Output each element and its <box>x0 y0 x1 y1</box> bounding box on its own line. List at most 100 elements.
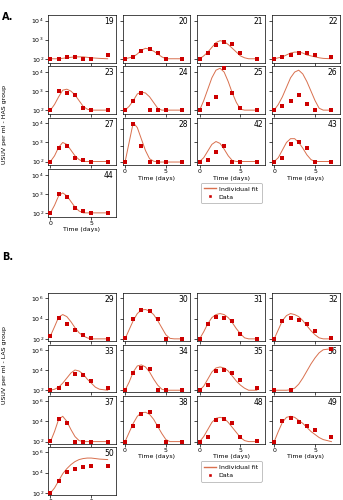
Point <box>254 384 260 392</box>
Point <box>296 49 301 57</box>
Point <box>288 96 293 104</box>
Point <box>139 142 144 150</box>
Point <box>64 320 70 328</box>
Text: 23: 23 <box>104 68 114 78</box>
Point <box>72 91 78 99</box>
Text: 43: 43 <box>328 120 338 128</box>
Point <box>130 369 136 377</box>
X-axis label: Time (days): Time (days) <box>287 454 324 459</box>
Point <box>147 306 152 314</box>
Point <box>271 438 277 446</box>
Point <box>72 154 78 162</box>
Point <box>48 158 53 166</box>
Point <box>280 154 285 162</box>
Point <box>139 89 144 97</box>
Point <box>88 462 94 469</box>
Point <box>205 381 211 389</box>
Point <box>254 158 260 166</box>
Point <box>205 100 211 108</box>
Point <box>147 106 152 114</box>
Point <box>48 332 53 340</box>
X-axis label: Time (days): Time (days) <box>138 176 175 181</box>
Text: 25: 25 <box>253 68 263 78</box>
Point <box>80 104 86 112</box>
Point <box>271 335 277 343</box>
Point <box>288 51 293 59</box>
Point <box>197 158 202 166</box>
Point <box>271 55 277 63</box>
Point <box>80 331 86 339</box>
Point <box>304 144 310 152</box>
Point <box>205 320 211 328</box>
Point <box>238 49 243 57</box>
Point <box>213 416 219 424</box>
Point <box>221 64 227 72</box>
Point <box>254 55 260 63</box>
Point <box>105 462 110 469</box>
Point <box>288 314 293 322</box>
Point <box>329 158 334 166</box>
Point <box>329 344 334 352</box>
Text: 49: 49 <box>328 398 338 407</box>
Point <box>312 327 318 335</box>
Point <box>163 438 169 446</box>
Point <box>229 369 235 377</box>
Point <box>163 106 169 114</box>
Point <box>304 422 310 430</box>
Text: 26: 26 <box>328 68 338 78</box>
Point <box>56 314 61 322</box>
Point <box>80 438 86 446</box>
Point <box>179 106 185 114</box>
Text: 20: 20 <box>179 17 188 26</box>
Point <box>213 312 219 320</box>
Point <box>72 464 78 472</box>
Point <box>155 386 161 394</box>
X-axis label: Time (days): Time (days) <box>287 176 324 181</box>
Point <box>280 102 285 110</box>
Point <box>221 416 227 424</box>
Text: 29: 29 <box>104 295 114 304</box>
Point <box>312 426 318 434</box>
Point <box>155 158 161 166</box>
X-axis label: Time (days): Time (days) <box>213 454 250 459</box>
Point <box>88 334 94 342</box>
Text: 19: 19 <box>104 17 114 26</box>
Point <box>130 422 136 430</box>
Point <box>64 192 70 200</box>
Point <box>72 438 78 446</box>
X-axis label: Time (days): Time (days) <box>63 227 100 232</box>
Point <box>197 386 202 394</box>
Point <box>179 158 185 166</box>
Text: 36: 36 <box>328 346 338 356</box>
Point <box>197 335 202 343</box>
Point <box>139 364 144 372</box>
Point <box>221 366 227 374</box>
Point <box>280 316 285 324</box>
Point <box>80 207 86 215</box>
Point <box>130 96 136 104</box>
Point <box>197 55 202 63</box>
Point <box>254 106 260 114</box>
Point <box>205 156 211 164</box>
Point <box>88 209 94 217</box>
Point <box>56 384 61 392</box>
Text: 44: 44 <box>104 171 114 180</box>
Point <box>105 51 110 59</box>
Point <box>329 53 334 61</box>
Point <box>254 335 260 343</box>
Point <box>197 106 202 114</box>
Point <box>88 438 94 446</box>
Point <box>139 47 144 55</box>
Point <box>296 91 301 99</box>
Point <box>288 414 293 422</box>
Point <box>147 365 152 373</box>
Point <box>88 55 94 63</box>
Point <box>296 138 301 146</box>
Point <box>155 422 161 430</box>
Point <box>329 334 334 342</box>
Point <box>271 386 277 394</box>
Point <box>139 410 144 418</box>
Point <box>329 432 334 440</box>
Text: 27: 27 <box>104 120 114 128</box>
Point <box>48 436 53 444</box>
